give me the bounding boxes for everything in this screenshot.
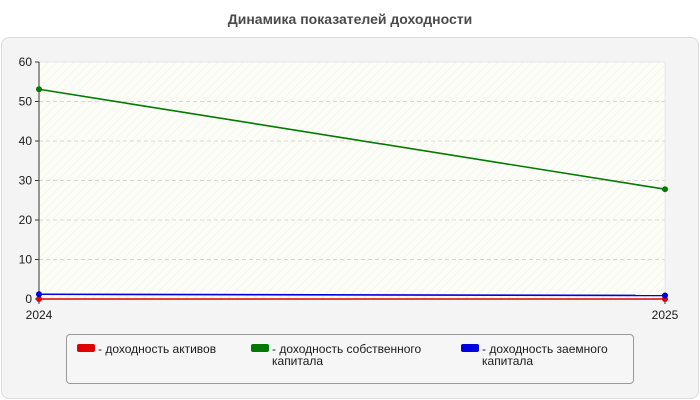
y-tick-label-40: 40 [19, 134, 33, 148]
y-tick-label-0: 0 [25, 292, 32, 306]
series-2-point-1 [662, 292, 668, 299]
legend-prefix: - [272, 342, 280, 356]
legend-item-debt-return: - доходность заемного капитала [461, 343, 626, 367]
chart-title: Динамика показателей доходности [227, 11, 473, 27]
y-tick-label-50: 50 [19, 95, 33, 109]
legend-item-equity-return: - доходность собственного капитала [251, 343, 441, 367]
series-2-point-0 [36, 291, 42, 298]
legend-swatch-green [251, 344, 269, 352]
y-tick-label-20: 20 [19, 213, 33, 227]
series-0-point-0 [36, 296, 42, 302]
legend-label-asset-return: доходность активов [105, 342, 217, 356]
y-tick-label-10: 10 [19, 253, 33, 267]
series-line-1 [38, 88, 666, 190]
series-1-point-0 [36, 86, 42, 93]
gridlines [39, 101, 665, 260]
legend-prefix: - [98, 342, 106, 356]
series-lines [36, 86, 668, 302]
x-tick-label-2024: 2024 [26, 308, 53, 322]
y-axis-ticks: 0 10 20 30 40 50 60 [19, 55, 39, 306]
series-line-2 [38, 293, 666, 297]
legend-prefix: - [482, 342, 490, 356]
y-tick-label-60: 60 [19, 55, 33, 69]
legend-swatch-red [77, 344, 95, 352]
legend-item-asset-return: - доходность активов [77, 343, 237, 355]
legend-label-equity-return: доходность собственного капитала [272, 342, 422, 368]
legend-label-debt-return: доходность заемного капитала [482, 342, 608, 368]
x-tick-label-2025: 2025 [652, 308, 679, 322]
x-axis-ticks: 2024 2025 [26, 299, 679, 322]
legend-swatch-blue [461, 344, 479, 352]
y-tick-label-30: 30 [19, 174, 33, 188]
legend: - доходность активов - доходность собств… [66, 334, 634, 384]
series-1-point-1 [662, 186, 668, 193]
